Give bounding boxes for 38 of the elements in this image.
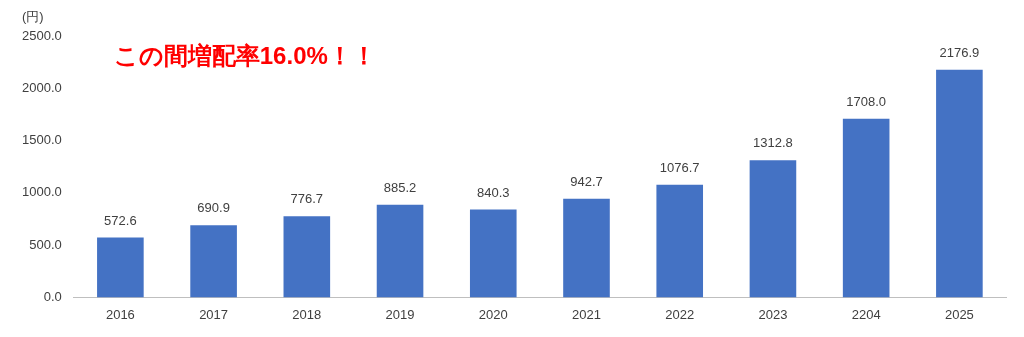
data-label: 572.6	[104, 212, 137, 228]
bar	[656, 184, 704, 298]
bar	[469, 209, 517, 298]
x-tick-label: 2023	[758, 306, 788, 322]
x-tick-label: 2020	[478, 306, 508, 322]
x-tick-label: 2018	[292, 306, 322, 322]
bar	[842, 118, 890, 298]
data-label: 885.2	[383, 179, 417, 195]
x-tick-label: 2019	[385, 306, 415, 322]
y-tick-label: 1000.0	[22, 184, 62, 200]
data-label: 776.7	[290, 191, 324, 207]
x-tick-label: 2021	[572, 306, 601, 322]
bar	[97, 237, 144, 298]
bar	[563, 198, 610, 298]
x-tick-label: 2204	[851, 306, 881, 322]
x-tick-label: 2017	[199, 306, 229, 322]
data-label: 1312.8	[753, 135, 793, 151]
bar	[749, 160, 797, 298]
y-tick-label: 0.0	[43, 288, 62, 304]
data-label: 1708.0	[846, 93, 887, 109]
bar	[283, 216, 331, 298]
y-tick-label: 2000.0	[22, 79, 62, 95]
bar	[936, 69, 983, 298]
x-tick-label: 2022	[665, 306, 695, 322]
annotation: この間増配率16.0%！！	[113, 41, 376, 69]
data-label: 1076.7	[659, 159, 700, 175]
data-label: 690.9	[197, 200, 230, 216]
y-tick-label: 500.0	[29, 236, 62, 252]
y-tick-label: 2500.0	[22, 27, 62, 43]
data-label: 840.3	[477, 184, 510, 200]
data-label: 942.7	[570, 173, 603, 189]
x-tick-label: 2016	[105, 306, 135, 322]
y-axis-title: (円)	[22, 8, 44, 24]
y-tick-label: 1500.0	[22, 132, 62, 148]
x-tick-label: 2025	[944, 306, 974, 322]
bar	[190, 225, 237, 298]
bar	[376, 204, 424, 298]
data-label: 2176.9	[939, 44, 980, 60]
